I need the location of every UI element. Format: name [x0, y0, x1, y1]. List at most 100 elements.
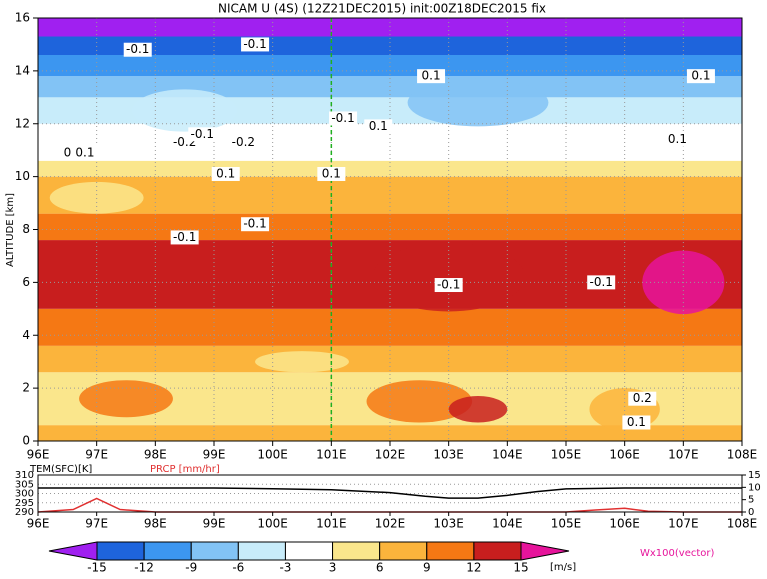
colorbar-label: -15	[87, 561, 107, 575]
x-tick-label: 99E	[203, 448, 226, 462]
x-tick-label: 97E	[85, 448, 108, 462]
contour-label: 0.1	[691, 69, 710, 83]
contour-label: -0.1	[243, 37, 266, 51]
label-box	[229, 135, 258, 150]
y-tick-label: 2	[22, 381, 30, 395]
plot-frame	[37, 17, 743, 442]
field	[49, 181, 144, 214]
sub-y-label: TEM(SFC)[K]	[29, 464, 92, 475]
x-tick-label: 100E	[257, 448, 288, 462]
contour-label: -0.1	[243, 217, 266, 231]
y-tick-label: 10	[15, 169, 30, 183]
field	[407, 78, 549, 127]
colorbar-box	[143, 541, 192, 561]
y-tick-label: 290	[15, 507, 34, 518]
y2-tick-label: 10	[748, 482, 761, 493]
contour-label: -0.1	[331, 111, 354, 125]
colorbar-unit: [m/s]	[550, 562, 576, 573]
chart-title: NICAM U (4S) (12Z21DEC2015) init:00Z18DE…	[218, 2, 546, 16]
label-box	[587, 275, 616, 290]
contour-label: 0.1	[627, 415, 646, 429]
y-tick-label: 12	[15, 116, 30, 130]
x-tick-label: 103E	[433, 448, 464, 462]
contour-label: -0.2	[232, 135, 255, 149]
sub-frame	[37, 474, 743, 513]
x-tick-label: 103E	[433, 517, 464, 531]
x-tick-label: 101E	[316, 517, 347, 531]
field	[38, 425, 742, 441]
label-box	[364, 119, 393, 134]
colorbar-box	[96, 541, 145, 561]
label-box	[241, 37, 270, 52]
contour-label: 0.1	[369, 119, 388, 133]
label-box	[628, 391, 657, 406]
contour-label: -0.1	[126, 42, 149, 56]
x-tick-label: 104E	[492, 517, 523, 531]
colorbar-label: 12	[466, 561, 481, 575]
sub-y2-label: PRCP [mm/hr]	[150, 464, 220, 475]
contour-label: 0.2	[633, 391, 652, 405]
label-box	[686, 69, 715, 84]
x-tick-label: 96E	[27, 517, 50, 531]
x-tick-label: 107E	[668, 448, 699, 462]
y-tick-label: 0	[22, 434, 30, 448]
x-tick-label: 105E	[551, 448, 582, 462]
x-tick-label: 106E	[609, 517, 640, 531]
colorbar-box	[473, 541, 522, 561]
colorbar-extend	[520, 541, 570, 561]
vector-label: Wx100(vector)	[640, 548, 715, 559]
field	[79, 380, 173, 418]
x-tick-label: 102E	[375, 448, 406, 462]
x-tick-label: 105E	[551, 517, 582, 531]
colorbar-box	[284, 541, 334, 561]
contour-label: 0.1	[216, 166, 235, 180]
x-tick-label: 102E	[375, 517, 406, 531]
y-tick-label: 4	[22, 328, 30, 342]
y-axis-label: ALTITUDE [km]	[5, 193, 16, 267]
contour-label: -0.1	[191, 127, 214, 141]
field	[38, 345, 742, 373]
colorbar-box	[332, 541, 381, 561]
contour-label: 0.1	[75, 145, 94, 159]
label-box	[434, 278, 463, 293]
label-box	[123, 42, 152, 57]
colorbar-box	[237, 541, 286, 561]
x-tick-label: 108E	[727, 448, 758, 462]
label-box	[663, 132, 692, 147]
x-tick-label: 104E	[492, 448, 523, 462]
colorbar-box	[379, 541, 428, 561]
label-box	[188, 127, 217, 142]
x-tick-label: 97E	[85, 517, 108, 531]
contour-label: -0.1	[437, 278, 460, 292]
x-tick-label: 98E	[144, 517, 167, 531]
label-box	[329, 111, 358, 126]
contour-label: 0.1	[668, 132, 687, 146]
y-tick-label: 310	[15, 470, 34, 481]
y-tick-label: 16	[15, 11, 30, 25]
contour-label: -0.1	[173, 230, 196, 244]
y-tick-label: 295	[15, 498, 34, 509]
y2-tick-label: 5	[748, 495, 754, 506]
x-tick-label: 101E	[316, 448, 347, 462]
label-box	[622, 415, 651, 430]
series-line	[37, 497, 742, 513]
contour-label: 0.1	[322, 166, 341, 180]
field	[372, 242, 525, 312]
colorbar-label: -3	[279, 561, 291, 575]
label-box	[317, 166, 346, 181]
y-tick-label: 8	[22, 222, 30, 236]
colorbar-label: 6	[376, 561, 384, 575]
colorbar-label: -6	[232, 561, 244, 575]
series-line	[38, 487, 742, 499]
x-tick-label: 108E	[727, 517, 758, 531]
y-tick-label: 6	[22, 275, 30, 289]
contour-label: 0.1	[422, 69, 441, 83]
field	[448, 396, 508, 423]
colorbar-extend	[48, 541, 98, 561]
field	[131, 89, 238, 132]
y-tick-label: 300	[15, 489, 34, 500]
x-tick-label: 98E	[144, 448, 167, 462]
x-tick-label: 106E	[609, 448, 640, 462]
colorbar-label: -12	[134, 561, 154, 575]
